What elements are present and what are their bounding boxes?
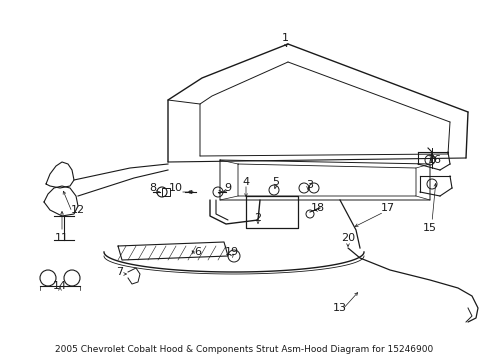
Text: 17: 17 [380, 203, 394, 213]
Text: 5: 5 [272, 177, 279, 187]
Text: 4: 4 [242, 177, 249, 187]
Text: 20: 20 [340, 233, 354, 243]
Text: 2005 Chevrolet Cobalt Hood & Components Strut Asm-Hood Diagram for 15246900: 2005 Chevrolet Cobalt Hood & Components … [55, 346, 433, 355]
Text: 19: 19 [224, 247, 239, 257]
Polygon shape [118, 242, 227, 260]
FancyBboxPatch shape [162, 188, 170, 196]
Text: 11: 11 [55, 233, 69, 243]
Text: 12: 12 [71, 205, 85, 215]
Text: 7: 7 [116, 267, 123, 277]
Text: 18: 18 [310, 203, 325, 213]
Text: 3: 3 [306, 180, 313, 190]
Text: 13: 13 [332, 303, 346, 313]
Text: 6: 6 [194, 247, 201, 257]
Text: 9: 9 [224, 183, 231, 193]
Text: 15: 15 [422, 223, 436, 233]
Text: 16: 16 [427, 155, 441, 165]
Text: 1: 1 [281, 33, 288, 43]
Text: 2: 2 [254, 213, 261, 223]
Text: 14: 14 [53, 281, 67, 291]
Text: 10: 10 [169, 183, 183, 193]
Text: 8: 8 [149, 183, 156, 193]
